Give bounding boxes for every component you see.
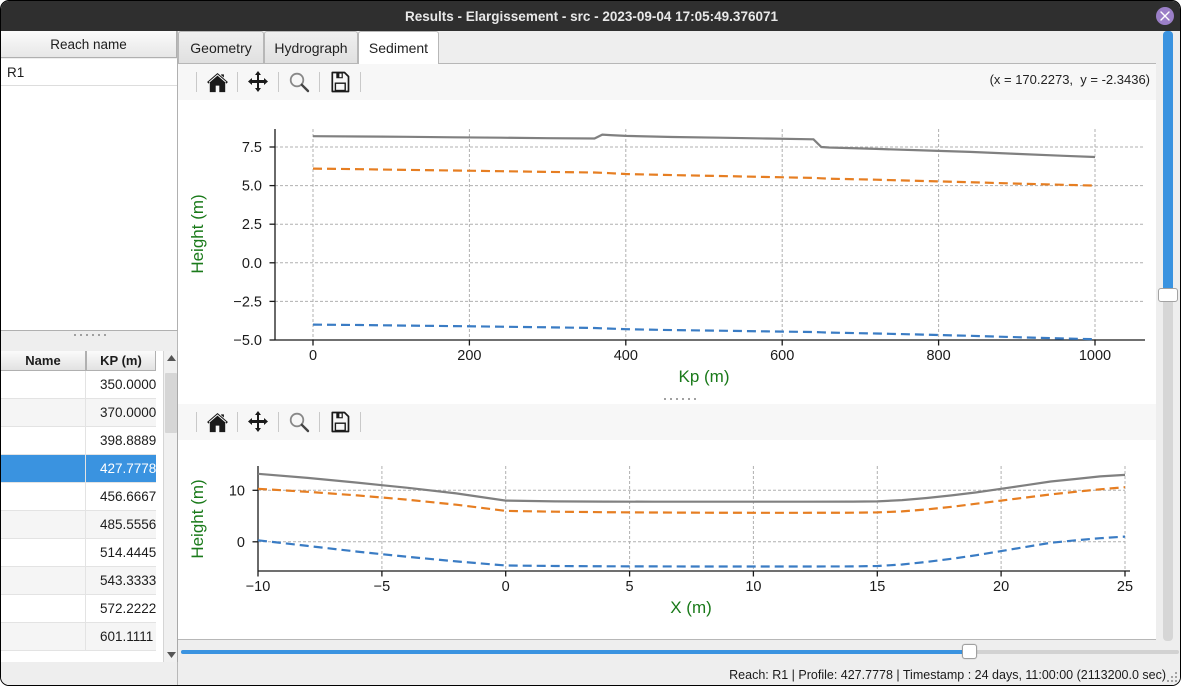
svg-text:Height (m): Height (m) — [188, 479, 207, 558]
svg-text:X (m): X (m) — [670, 598, 712, 617]
svg-text:−10: −10 — [246, 579, 271, 595]
svg-text:5.0: 5.0 — [242, 179, 262, 195]
svg-text:5: 5 — [626, 579, 634, 595]
svg-text:0: 0 — [502, 579, 510, 595]
svg-text:0.0: 0.0 — [242, 256, 262, 272]
svg-text:25: 25 — [1117, 579, 1133, 595]
svg-text:800: 800 — [926, 348, 950, 364]
svg-text:15: 15 — [869, 579, 885, 595]
svg-text:−2.5: −2.5 — [233, 294, 262, 310]
svg-text:1000: 1000 — [1079, 348, 1111, 364]
svg-text:600: 600 — [770, 348, 794, 364]
svg-text:Height (m): Height (m) — [188, 194, 207, 273]
svg-text:Kp (m): Kp (m) — [679, 367, 730, 386]
svg-text:0: 0 — [237, 535, 245, 551]
svg-text:20: 20 — [993, 579, 1009, 595]
svg-text:2.5: 2.5 — [242, 217, 262, 233]
svg-text:10: 10 — [745, 579, 761, 595]
svg-text:200: 200 — [457, 348, 481, 364]
svg-text:0: 0 — [309, 348, 317, 364]
svg-text:400: 400 — [614, 348, 638, 364]
svg-text:10: 10 — [229, 483, 245, 499]
svg-text:−5: −5 — [374, 579, 391, 595]
svg-text:7.5: 7.5 — [242, 140, 262, 156]
svg-text:−5.0: −5.0 — [233, 333, 262, 349]
